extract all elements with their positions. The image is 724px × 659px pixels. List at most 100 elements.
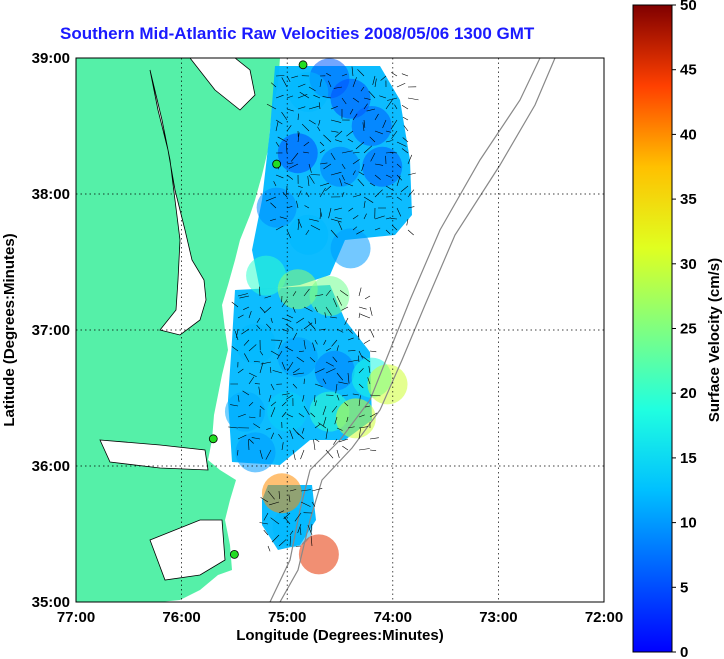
velocity-arrow bbox=[369, 449, 377, 451]
radar-site-marker bbox=[272, 159, 282, 169]
velocity-arrow bbox=[336, 427, 343, 431]
velocity-arrow bbox=[286, 174, 294, 180]
velocity-arrow bbox=[297, 93, 308, 99]
delaware-bay bbox=[189, 58, 256, 111]
velocity-arrow bbox=[302, 394, 305, 402]
velocity-cell bbox=[309, 276, 350, 316]
velocity-arrow bbox=[277, 136, 288, 143]
velocity-arrow bbox=[344, 317, 349, 325]
velocity-arrow bbox=[319, 141, 325, 147]
velocity-arrow bbox=[318, 119, 321, 126]
velocity-arrow bbox=[248, 416, 256, 419]
velocity-arrow bbox=[346, 130, 354, 137]
velocity-arrow bbox=[314, 438, 320, 442]
velocity-arrow bbox=[297, 185, 303, 189]
velocity-arrow bbox=[336, 328, 344, 333]
velocity-arrow bbox=[352, 194, 362, 198]
velocity-arrow bbox=[358, 171, 365, 176]
velocity-arrow bbox=[291, 75, 299, 79]
y-tick-label: 37:00 bbox=[32, 322, 70, 339]
velocity-arrow bbox=[364, 295, 371, 300]
velocity-cell bbox=[330, 228, 371, 269]
velocity-arrow bbox=[334, 217, 343, 220]
velocity-arrow bbox=[270, 407, 276, 418]
velocity-arrow bbox=[285, 142, 288, 154]
velocity-cell bbox=[320, 146, 360, 187]
velocity-arrow bbox=[396, 163, 402, 168]
radar-site-marker bbox=[298, 60, 308, 70]
velocity-arrow bbox=[296, 200, 299, 209]
velocity-arrow bbox=[363, 97, 371, 100]
velocity-arrow bbox=[346, 416, 349, 423]
velocity-arrow bbox=[308, 218, 319, 222]
velocity-arrow bbox=[363, 200, 366, 209]
velocity-arrow bbox=[311, 501, 316, 507]
velocity-arrow bbox=[263, 529, 269, 536]
velocity-arrow bbox=[308, 119, 316, 125]
velocity-arrow bbox=[325, 361, 334, 367]
velocity-arrow bbox=[319, 149, 325, 154]
velocity-arrow bbox=[303, 306, 313, 312]
velocity-arrow bbox=[287, 315, 294, 319]
velocity-arrow bbox=[341, 163, 346, 170]
velocity-arrow bbox=[230, 404, 239, 407]
velocity-arrow bbox=[239, 295, 250, 299]
velocity-arrow bbox=[267, 490, 275, 500]
velocity-arrow bbox=[352, 77, 357, 88]
velocity-arrow bbox=[319, 162, 328, 165]
velocity-cell bbox=[367, 364, 408, 405]
velocity-arrow bbox=[341, 394, 349, 397]
velocity-cell bbox=[330, 78, 371, 119]
velocity-cell bbox=[288, 214, 329, 255]
velocity-arrow bbox=[374, 227, 381, 231]
velocity-arrow bbox=[259, 286, 261, 297]
velocity-arrow bbox=[278, 490, 280, 499]
velocity-arrow bbox=[281, 401, 287, 407]
velocity-arrow bbox=[360, 86, 365, 92]
velocity-arrow bbox=[358, 306, 367, 310]
velocity-arrow bbox=[347, 350, 356, 352]
velocity-arrow bbox=[292, 332, 298, 341]
velocity-arrow bbox=[342, 445, 349, 451]
velocity-cell bbox=[288, 72, 329, 112]
radar-site-marker bbox=[229, 550, 239, 559]
velocity-arrow bbox=[325, 306, 332, 316]
velocity-arrow bbox=[386, 97, 398, 101]
velocity-arrow bbox=[272, 370, 283, 374]
velocity-arrow bbox=[279, 216, 288, 220]
velocity-arrow bbox=[317, 126, 321, 132]
velocity-arrow bbox=[338, 438, 349, 443]
velocity-arrow bbox=[275, 121, 279, 132]
y-tick-label: 36:00 bbox=[32, 458, 70, 475]
velocity-arrow bbox=[259, 306, 266, 313]
velocity-arrow bbox=[325, 347, 332, 352]
velocity-arrow bbox=[237, 449, 239, 456]
x-tick-labels: 77:00 76:00 75:00 74:00 73:00 72:00 bbox=[57, 609, 623, 626]
velocity-arrow bbox=[341, 306, 349, 311]
velocity-arrow bbox=[242, 390, 250, 396]
velocity-arrow bbox=[310, 224, 321, 231]
velocity-arrow bbox=[286, 108, 294, 112]
velocity-arrow bbox=[361, 355, 371, 363]
velocity-arrow bbox=[276, 350, 283, 360]
velocity-arrow bbox=[369, 394, 381, 397]
velocity-arrow bbox=[310, 412, 316, 418]
velocity-arrow bbox=[374, 113, 379, 121]
velocity-arrow bbox=[349, 108, 354, 115]
chesapeake-bay bbox=[149, 69, 207, 336]
y-tick-label: 39:00 bbox=[32, 50, 70, 67]
colorbar-tick-label: 20 bbox=[680, 385, 697, 402]
velocity-arrow bbox=[385, 229, 391, 235]
velocity-cell bbox=[235, 432, 276, 473]
velocity-arrow bbox=[330, 229, 338, 238]
velocity-arrow bbox=[286, 206, 293, 209]
velocity-arrow bbox=[369, 328, 375, 338]
velocity-arrow bbox=[303, 141, 310, 147]
velocity-arrow bbox=[314, 400, 317, 407]
velocity-arrow bbox=[310, 523, 313, 533]
velocity-arrow bbox=[390, 218, 398, 220]
velocity-arrow bbox=[335, 139, 343, 143]
velocity-arrow bbox=[303, 339, 306, 350]
velocity-arrow bbox=[281, 317, 292, 322]
velocity-cell bbox=[314, 350, 355, 391]
